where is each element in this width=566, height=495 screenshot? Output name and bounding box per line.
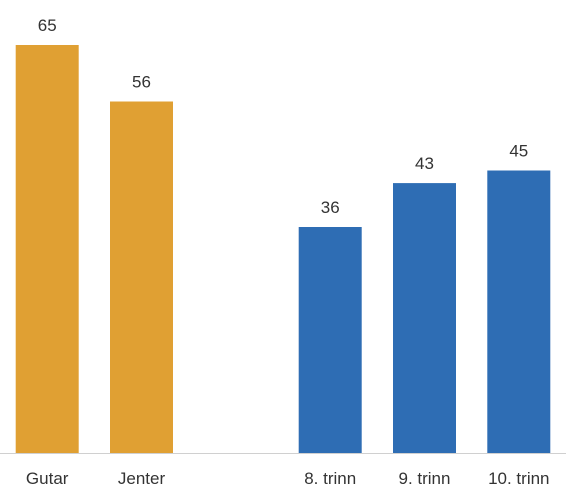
value-label: 45	[509, 142, 528, 161]
category-label: Gutar	[26, 469, 69, 488]
category-label: 8. trinn	[304, 469, 356, 488]
bar-9-trinn	[393, 183, 456, 453]
bar-gutar	[15, 45, 79, 453]
value-label: 56	[132, 73, 151, 92]
bar-jenter	[110, 101, 173, 453]
bar-8-trinn	[298, 227, 362, 453]
category-label: 9. trinn	[399, 469, 451, 488]
bars-group	[15, 45, 551, 453]
category-label: Jenter	[118, 469, 166, 488]
category-labels-group: Gutar Jenter 8. trinn 9. trinn 10. trinn	[26, 469, 550, 488]
bar-10-trinn	[487, 170, 551, 453]
value-label: 43	[415, 154, 434, 173]
value-label: 36	[321, 198, 340, 217]
category-label: 10. trinn	[488, 469, 549, 488]
value-labels-group: 65 56 36 43 45	[38, 16, 529, 217]
value-label: 65	[38, 16, 57, 35]
